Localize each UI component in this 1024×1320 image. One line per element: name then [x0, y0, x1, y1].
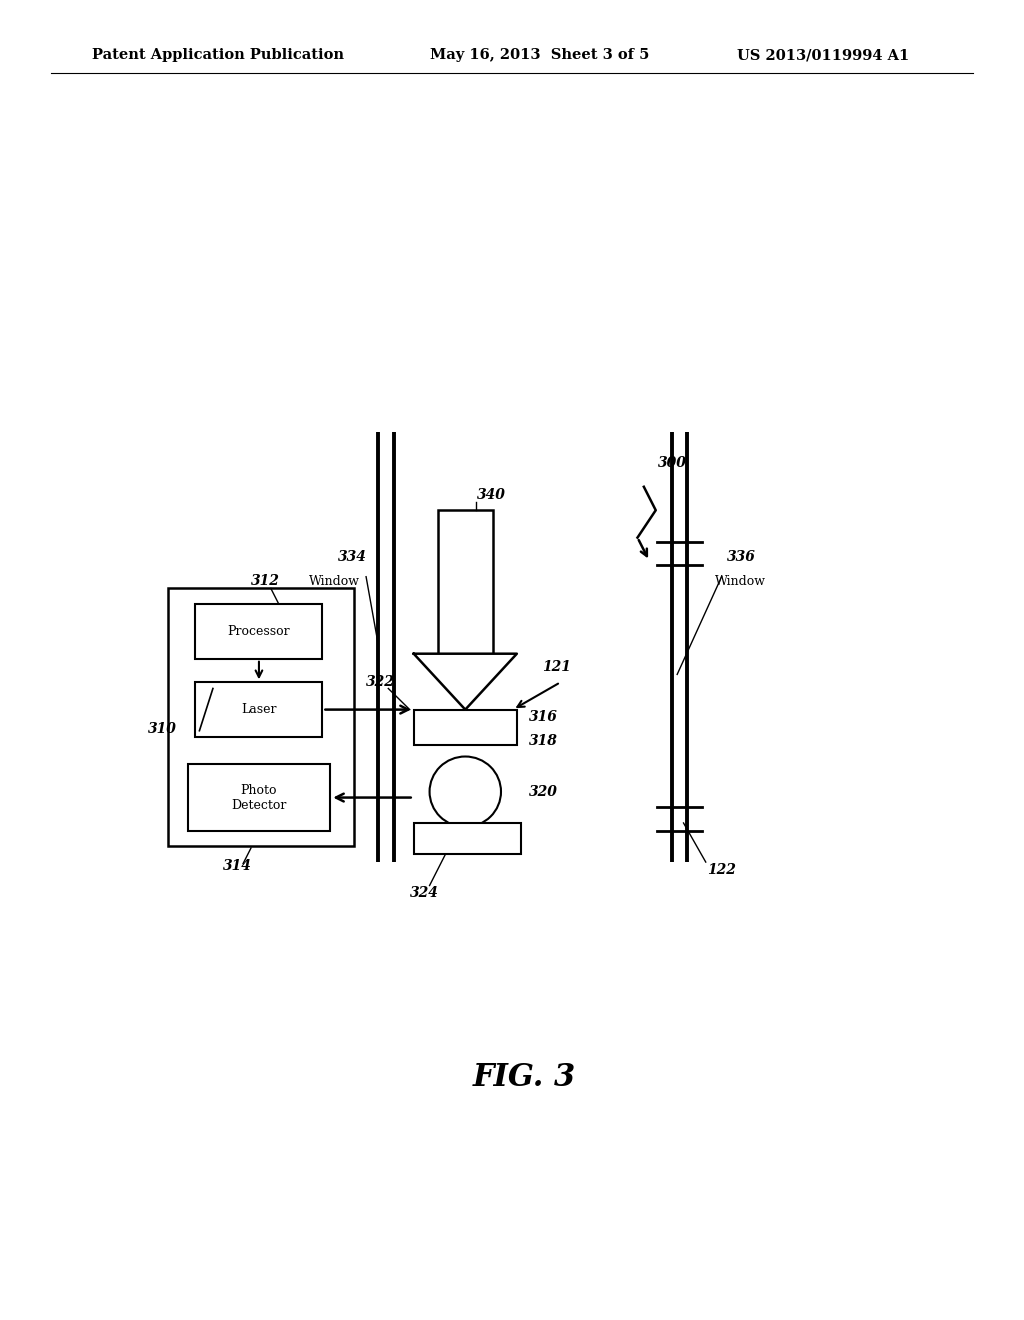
Bar [196, 682, 323, 737]
Text: 314: 314 [223, 859, 252, 873]
Bar [414, 822, 521, 854]
Text: Window: Window [309, 574, 359, 587]
Text: 310: 310 [147, 722, 177, 737]
Text: Processor: Processor [227, 624, 290, 638]
Polygon shape [414, 653, 517, 710]
Text: Patent Application Publication: Patent Application Publication [92, 49, 344, 62]
Text: 324: 324 [410, 886, 438, 900]
Text: 334: 334 [338, 550, 368, 564]
Text: US 2013/0119994 A1: US 2013/0119994 A1 [737, 49, 909, 62]
Text: FIG. 3: FIG. 3 [473, 1061, 577, 1093]
Text: 121: 121 [543, 660, 571, 673]
Text: Photo
Detector: Photo Detector [231, 784, 287, 812]
Text: 336: 336 [727, 550, 756, 564]
Bar [196, 605, 323, 659]
Bar [437, 511, 494, 653]
Text: 318: 318 [528, 734, 558, 748]
Text: May 16, 2013  Sheet 3 of 5: May 16, 2013 Sheet 3 of 5 [430, 49, 649, 62]
Circle shape [430, 756, 501, 826]
Text: 316: 316 [528, 710, 558, 725]
Text: 340: 340 [477, 487, 506, 502]
Text: 300: 300 [658, 457, 687, 470]
Bar [168, 589, 354, 846]
Bar [187, 764, 331, 830]
Text: Laser: Laser [242, 704, 276, 717]
Bar [414, 710, 517, 744]
Text: 322: 322 [367, 675, 395, 689]
Text: 312: 312 [251, 573, 280, 587]
Text: 122: 122 [708, 863, 736, 876]
Text: 320: 320 [528, 784, 558, 799]
Text: Window: Window [715, 574, 766, 587]
